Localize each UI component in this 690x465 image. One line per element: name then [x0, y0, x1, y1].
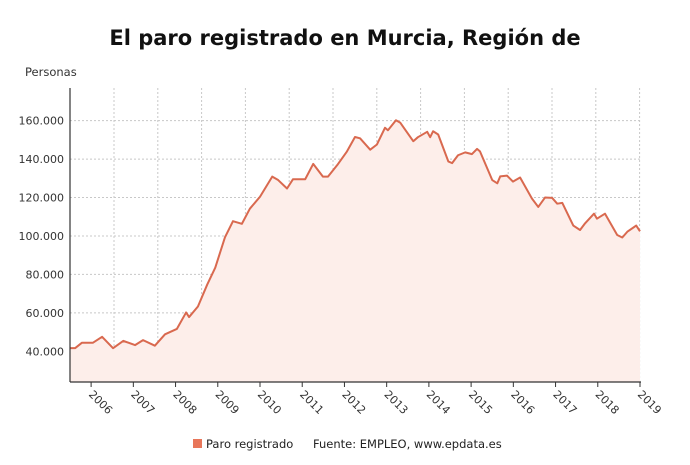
- x-tick-label: 2017: [550, 388, 579, 417]
- y-tick-label: 120.000: [19, 192, 65, 205]
- y-tick-label: 140.000: [19, 153, 65, 166]
- x-ticks: 2006 2007 2008 2009 2010 2011 2012 2013 2014 2015…: [86, 382, 664, 417]
- series-line-paro-registrado: [70, 119, 641, 350]
- x-tick-label: 2007: [128, 388, 157, 417]
- y-tick-label: 60.000: [26, 307, 65, 320]
- x-tick-label: 2006: [86, 388, 115, 417]
- x-tick-label: 2014: [424, 388, 453, 417]
- legend-label: Paro registrado: [206, 437, 293, 451]
- series-area-paro-registrado: [70, 120, 640, 383]
- x-tick-label: 2012: [339, 388, 368, 417]
- x-tick-label: 2016: [508, 388, 537, 417]
- x-tick-label: 2010: [255, 388, 284, 417]
- x-tick-label: 2015: [466, 388, 495, 417]
- x-tick-label: 2009: [213, 388, 242, 417]
- x-tick-label: 2019: [635, 388, 664, 417]
- y-ticks: 40.000 60.000 80.000 100.000 120.000 140.000 1…: [19, 115, 65, 359]
- y-tick-label: 80.000: [26, 268, 65, 281]
- legend-swatch: [193, 439, 202, 448]
- y-tick-label: 100.000: [19, 230, 65, 243]
- y-tick-label: 40.000: [26, 345, 65, 358]
- chart-title: El paro registrado en Murcia, Región de: [109, 26, 580, 50]
- x-tick-label: 2018: [593, 388, 622, 417]
- y-tick-label: 160.000: [19, 115, 65, 128]
- x-tick-label: 2013: [382, 388, 411, 417]
- source-text: Fuente: EMPLEO, www.epdata.es: [313, 437, 502, 451]
- x-tick-label: 2011: [297, 388, 326, 417]
- x-tick-label: 2008: [170, 388, 199, 417]
- y-axis-label: Personas: [25, 65, 77, 79]
